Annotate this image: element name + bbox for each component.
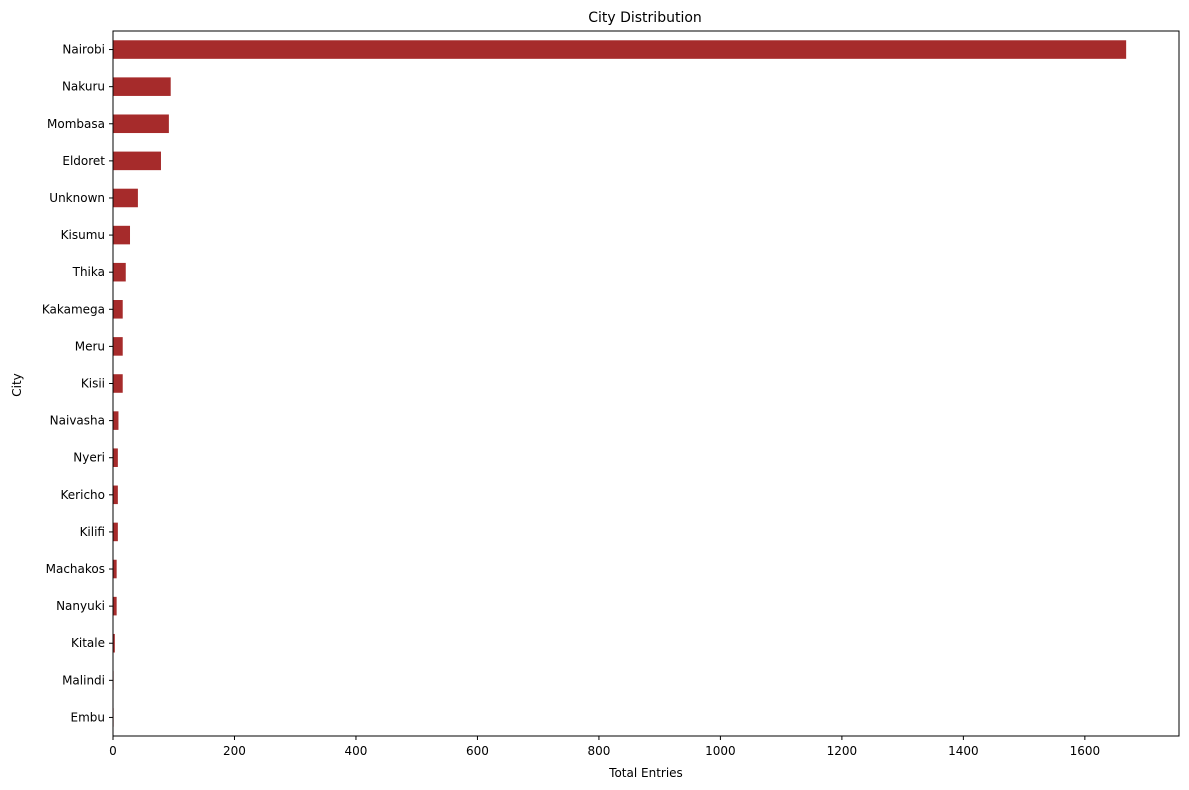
y-tick-label-malindi: Malindi bbox=[62, 673, 105, 687]
bar-kitale bbox=[113, 633, 115, 653]
y-tick-label-embu: Embu bbox=[71, 710, 106, 724]
bar-machakos bbox=[113, 559, 117, 579]
bar-nairobi bbox=[113, 40, 1127, 59]
bar-kericho bbox=[113, 485, 118, 505]
bar-eldoret bbox=[113, 151, 161, 171]
x-tick-label-1600: 1600 bbox=[1070, 744, 1101, 758]
x-tick-label-1000: 1000 bbox=[705, 744, 736, 758]
y-tick-label-nakuru: Nakuru bbox=[62, 80, 105, 94]
bar-mombasa bbox=[113, 114, 169, 134]
y-tick-label-naivasha: Naivasha bbox=[50, 414, 105, 428]
y-tick-label-unknown: Unknown bbox=[49, 191, 105, 205]
bar-thika bbox=[113, 262, 126, 282]
x-tick-label-1400: 1400 bbox=[948, 744, 979, 758]
y-tick-label-meru: Meru bbox=[75, 339, 105, 353]
y-tick-label-mombasa: Mombasa bbox=[47, 117, 105, 131]
bar-nanyuki bbox=[113, 596, 117, 616]
plot-frame bbox=[112, 30, 1180, 737]
x-axis-label: Total Entries bbox=[608, 766, 683, 780]
y-tick-label-kisumu: Kisumu bbox=[61, 228, 105, 242]
bar-naivasha bbox=[113, 411, 119, 430]
y-tick-label-kisii: Kisii bbox=[81, 377, 105, 391]
bar-unknown bbox=[113, 188, 138, 208]
bars-group bbox=[113, 40, 1127, 727]
chart-title: City Distribution bbox=[588, 10, 702, 26]
y-tick-label-thika: Thika bbox=[72, 265, 105, 279]
y-axis-label: City bbox=[10, 373, 24, 397]
y-tick-label-nyeri: Nyeri bbox=[73, 451, 105, 465]
bar-nakuru bbox=[113, 77, 171, 96]
y-tick-label-nanyuki: Nanyuki bbox=[56, 599, 105, 613]
y-tick-label-machakos: Machakos bbox=[46, 562, 105, 576]
x-tick-label-0: 0 bbox=[109, 744, 117, 758]
y-tick-label-kilifi: Kilifi bbox=[80, 525, 105, 539]
y-axis-ticks: Nairobi Nakuru Mombasa Eldoret Unknown Kisumu… bbox=[42, 43, 113, 724]
bar-kisii bbox=[113, 374, 123, 393]
bar-kisumu bbox=[113, 225, 131, 245]
bar-nyeri bbox=[113, 448, 118, 467]
x-tick-label-800: 800 bbox=[587, 744, 610, 758]
y-tick-label-kitale: Kitale bbox=[71, 636, 105, 650]
x-axis-ticks: 0 200 400 600 800 1000 1200 1400 1600 bbox=[109, 736, 1100, 758]
x-tick-label-1200: 1200 bbox=[827, 744, 858, 758]
x-tick-label-400: 400 bbox=[345, 744, 368, 758]
y-tick-label-kakamega: Kakamega bbox=[42, 302, 105, 316]
bar-meru bbox=[113, 337, 123, 356]
y-tick-label-eldoret: Eldoret bbox=[62, 154, 105, 168]
y-tick-label-nairobi: Nairobi bbox=[62, 43, 105, 57]
x-tick-label-600: 600 bbox=[466, 744, 489, 758]
bar-kilifi bbox=[113, 522, 118, 542]
x-tick-label-200: 200 bbox=[223, 744, 246, 758]
bar-kakamega bbox=[113, 300, 123, 319]
y-tick-label-kericho: Kericho bbox=[61, 488, 105, 502]
